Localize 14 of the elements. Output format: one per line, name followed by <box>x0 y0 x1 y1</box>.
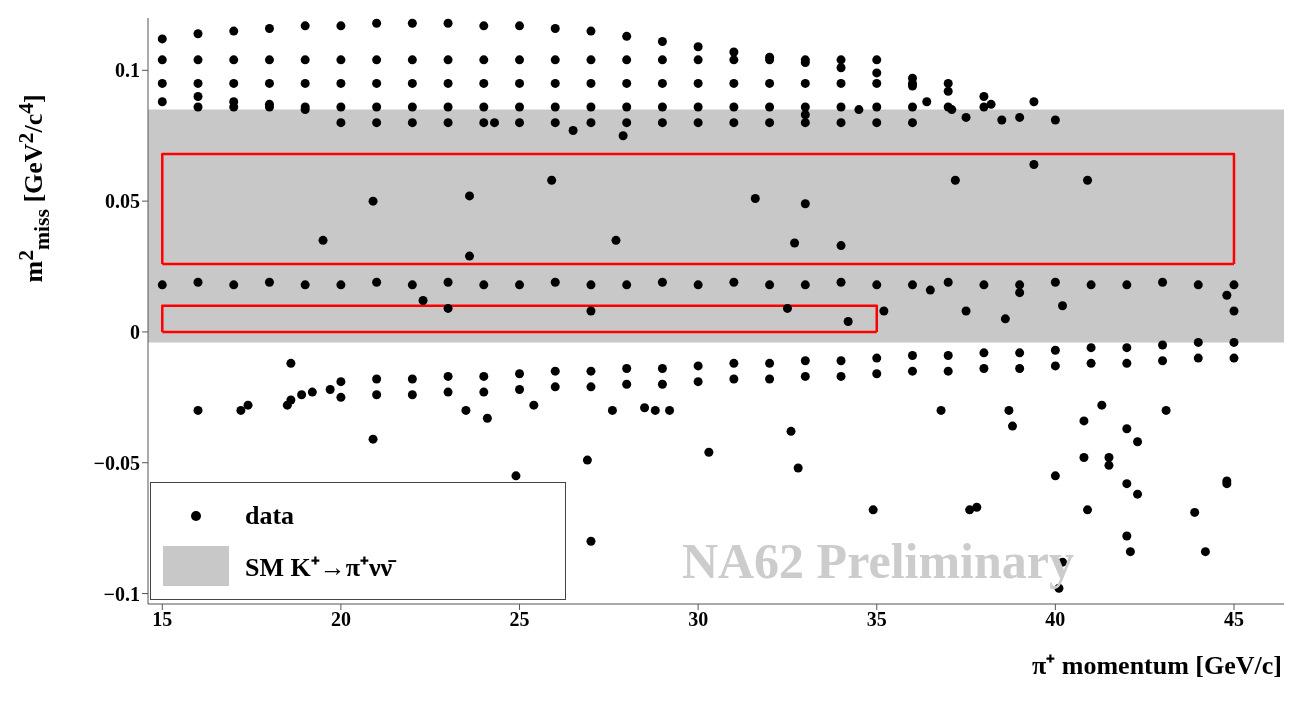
x-tick-label: 35 <box>866 608 887 631</box>
x-tick-label: 15 <box>152 608 173 631</box>
x-axis-title: π⁺ momentum [GeV/c] <box>1032 650 1282 682</box>
y-tick-label: 0.1 <box>115 59 140 82</box>
x-tick-label: 25 <box>509 608 530 631</box>
x-tick-label: 30 <box>688 608 709 631</box>
y-tick-label: −0.1 <box>103 582 140 605</box>
x-tick-label: 20 <box>330 608 351 631</box>
y-tick-label: −0.05 <box>93 451 140 474</box>
y-tick-label: 0.05 <box>105 190 140 213</box>
x-tick-label: 45 <box>1223 608 1244 631</box>
legend-label: data <box>245 501 295 531</box>
y-tick-label: 0 <box>130 321 140 344</box>
x-tick-label: 40 <box>1045 608 1066 631</box>
